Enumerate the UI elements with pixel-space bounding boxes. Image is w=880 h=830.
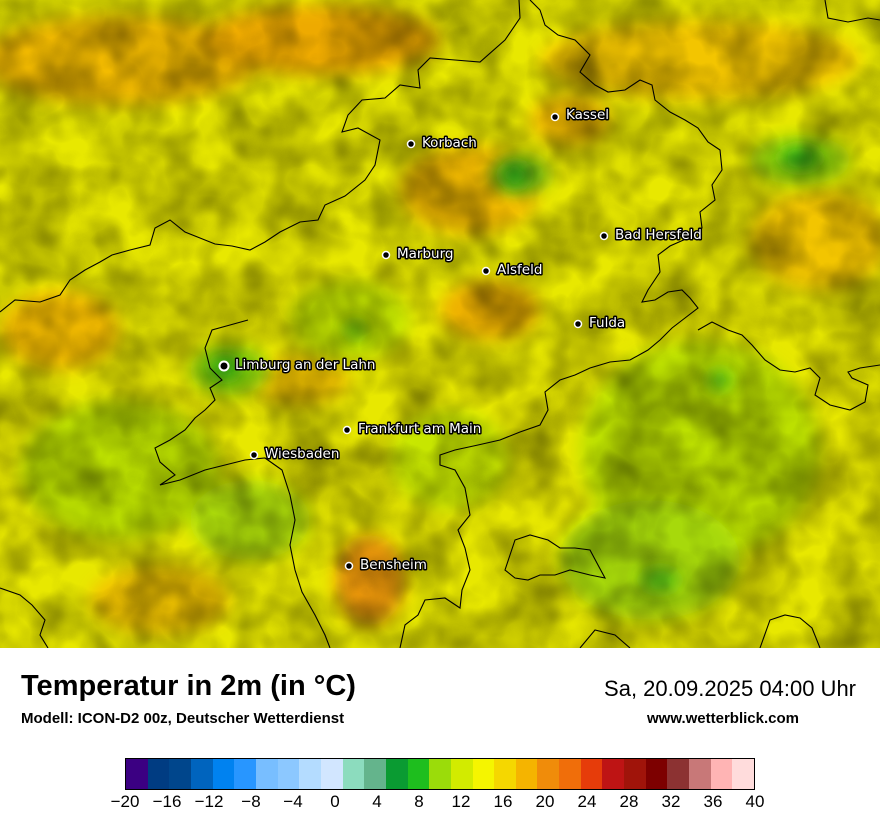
city-dot: [342, 425, 352, 435]
colorbar-segment: [689, 759, 711, 789]
colorbar-segment: [732, 759, 755, 789]
city-dot: [573, 319, 583, 329]
temperature-colorbar: [125, 758, 755, 790]
city-dot: [599, 231, 609, 241]
colorbar-segment: [602, 759, 625, 789]
colorbar-tick-label: 8: [414, 792, 424, 811]
city-kassel[interactable]: Kassel: [550, 106, 611, 125]
city-label: Kassel: [566, 107, 609, 123]
city-label: Limburg an der Lahn: [235, 357, 375, 373]
colorbar-segment: [710, 759, 733, 789]
website-link[interactable]: www.wetterblick.com: [647, 710, 799, 727]
city-dot: [481, 266, 491, 276]
colorbar-segment: [190, 759, 213, 789]
colorbar-segment: [147, 759, 170, 789]
colorbar-segment: [494, 759, 516, 789]
map-footer: Temperatur in 2m (in °C) Modell: ICON-D2…: [0, 648, 880, 830]
city-limburg[interactable]: Limburg an der Lahn: [218, 356, 377, 375]
city-dot: [218, 360, 230, 372]
colorbar-tick-label: 28: [619, 792, 639, 811]
city-dot: [406, 139, 416, 149]
colorbar-segment: [667, 759, 690, 789]
colorbar-tick-label: −8: [241, 792, 261, 811]
colorbar-tick-label: −16: [152, 792, 182, 811]
city-alsfeld[interactable]: Alsfeld: [481, 261, 544, 280]
colorbar-segment: [299, 759, 321, 789]
colorbar-segment: [342, 759, 365, 789]
colorbar-ticks: −20 −16 −12 −8 −4 0 4 8 12 16 20 24 28 32 36 40: [111, 792, 765, 822]
colorbar-segment: [559, 759, 581, 789]
city-frankfurt[interactable]: Frankfurt am Main: [342, 420, 483, 439]
city-label: Frankfurt am Main: [358, 421, 481, 437]
colorbar-segment: [277, 759, 300, 789]
colorbar-segment: [126, 759, 148, 789]
colorbar-tick-label: 4: [372, 792, 382, 811]
temperature-map: Kassel Korbach Bad Hersfeld Marburg Alsf…: [0, 0, 880, 648]
colorbar-segment: [169, 759, 191, 789]
city-bad-hersfeld[interactable]: Bad Hersfeld: [599, 226, 703, 245]
colorbar-tick-label: 32: [661, 792, 681, 811]
colorbar-segment: [364, 759, 386, 789]
city-wiesbaden[interactable]: Wiesbaden: [249, 445, 341, 464]
colorbar-segment: [255, 759, 278, 789]
colorbar-segment: [385, 759, 408, 789]
city-label: Alsfeld: [497, 262, 542, 278]
colorbar-tick-label: −12: [194, 792, 224, 811]
colorbar-tick-label: 20: [535, 792, 555, 811]
colorbar-segment: [407, 759, 430, 789]
city-fulda[interactable]: Fulda: [573, 314, 627, 333]
city-label: Wiesbaden: [265, 446, 339, 462]
colorbar-segment: [537, 759, 560, 789]
texture-orange: [0, 0, 880, 648]
city-korbach[interactable]: Korbach: [406, 134, 478, 153]
forecast-datetime: Sa, 20.09.2025 04:00 Uhr: [604, 676, 856, 701]
colorbar-segment: [234, 759, 256, 789]
colorbar-segment: [212, 759, 235, 789]
colorbar-segment: [320, 759, 343, 789]
colorbar-segment: [472, 759, 495, 789]
city-dot: [381, 250, 391, 260]
city-bensheim[interactable]: Bensheim: [344, 556, 428, 575]
city-label: Marburg: [397, 246, 453, 262]
colorbar-tick-label: 12: [451, 792, 471, 811]
colorbar-tick-label: 24: [577, 792, 597, 811]
colorbar-tick-label: −20: [110, 792, 140, 811]
colorbar-segment: [450, 759, 473, 789]
colorbar-tick-label: 0: [330, 792, 340, 811]
colorbar-tick-label: 36: [703, 792, 723, 811]
city-markers: Kassel Korbach Bad Hersfeld Marburg Alsf…: [218, 106, 703, 575]
colorbar-segment: [624, 759, 646, 789]
city-label: Korbach: [422, 135, 477, 151]
colorbar-tick-label: 40: [745, 792, 765, 811]
colorbar-segment: [645, 759, 668, 789]
model-subtitle: Modell: ICON-D2 00z, Deutscher Wetterdie…: [21, 710, 345, 727]
colorbar-segment: [429, 759, 451, 789]
city-label: Bad Hersfeld: [615, 227, 702, 243]
colorbar-segment: [515, 759, 538, 789]
city-dot: [344, 561, 354, 571]
colorbar-tick-label: 16: [493, 792, 513, 811]
colorbar-segment: [580, 759, 603, 789]
map-svg: Kassel Korbach Bad Hersfeld Marburg Alsf…: [0, 0, 880, 648]
city-label: Fulda: [589, 315, 625, 331]
state-border: [0, 0, 880, 648]
city-label: Bensheim: [360, 557, 427, 573]
colorbar-tick-label: −4: [283, 792, 303, 811]
city-dot: [249, 450, 259, 460]
city-marburg[interactable]: Marburg: [381, 245, 455, 264]
city-dot: [550, 112, 560, 122]
map-title: Temperatur in 2m (in °C): [21, 670, 356, 702]
